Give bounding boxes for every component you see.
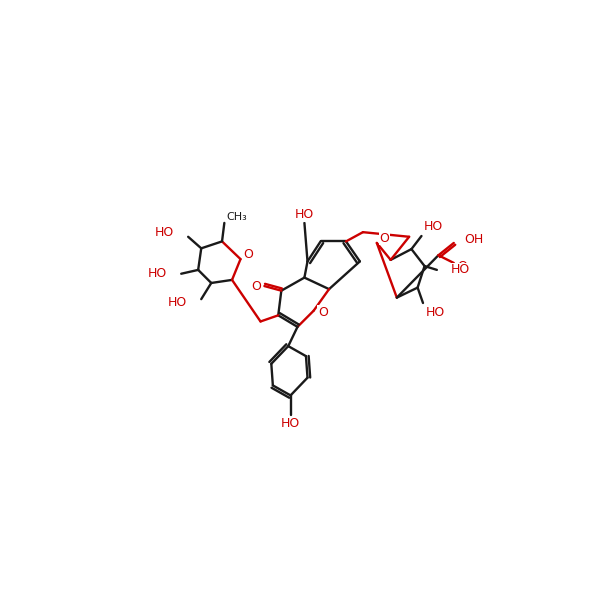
Text: O: O [252,280,262,293]
Text: HO: HO [281,418,300,430]
Text: O: O [243,248,253,261]
Text: O: O [458,260,467,272]
Text: OH: OH [464,233,484,245]
Text: HO: HO [424,220,443,233]
Text: CH₃: CH₃ [227,212,247,222]
Text: HO: HO [425,306,445,319]
Text: HO: HO [451,263,470,277]
Text: O: O [318,306,328,319]
Text: HO: HO [148,267,167,280]
Text: HO: HO [168,296,187,310]
Text: O: O [380,232,389,245]
Text: HO: HO [295,208,314,221]
Text: HO: HO [155,226,174,239]
